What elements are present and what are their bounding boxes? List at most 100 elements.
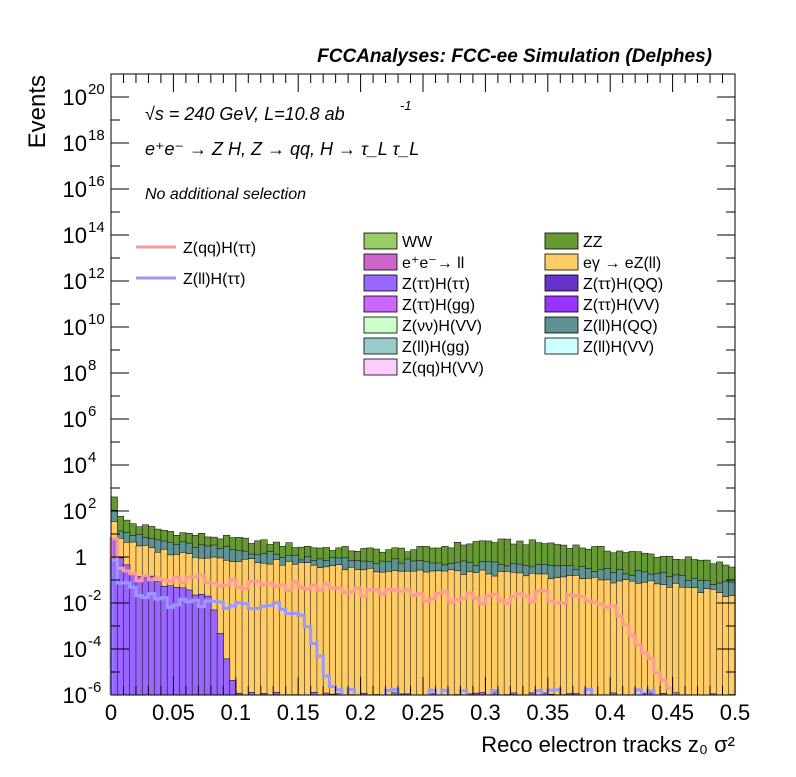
energy-exponent: -1 <box>400 98 412 113</box>
x-tick-label: 0.45 <box>651 700 694 725</box>
legend-fill-swatch <box>545 317 578 333</box>
legend-label: Z(ll)H(ττ) <box>183 271 245 288</box>
x-tick-label: 0.15 <box>277 700 320 725</box>
histogram-bin <box>616 581 623 695</box>
legend-fill-swatch <box>364 296 397 312</box>
histogram-bin <box>248 559 255 695</box>
legend-label: Z(qq)H(ττ) <box>183 240 256 257</box>
histogram-bin <box>205 596 212 695</box>
y-tick-label: 10 <box>63 131 87 156</box>
y-tick-exponent: 10 <box>88 311 105 328</box>
y-axis-title: Events <box>24 75 51 148</box>
legend-label: eγ → eZ(ll) <box>583 255 661 272</box>
histogram-bin <box>192 595 199 695</box>
histogram-bin <box>504 571 511 695</box>
x-tick-label: 0.3 <box>470 700 501 725</box>
histogram-bin <box>473 573 480 695</box>
legend-fill-swatch <box>545 296 578 312</box>
histogram-bin <box>454 571 461 695</box>
histogram-bin <box>554 578 561 695</box>
histogram-bin <box>673 583 680 695</box>
histogram-bin <box>698 593 705 695</box>
legend-label: e⁺e⁻→ ll <box>402 255 464 272</box>
legend-fill-swatch <box>545 233 578 249</box>
y-tick-exponent: 12 <box>88 265 105 282</box>
chart-header: FCCAnalyses: FCC-ee Simulation (Delphes) <box>317 46 712 67</box>
legend-label: Z(qq)H(VV) <box>402 360 484 377</box>
y-tick-exponent: 4 <box>88 449 96 466</box>
x-axis-title: Reco electron tracks z₀ σ² <box>481 732 735 757</box>
legend-label: Z(ll)H(QQ) <box>583 318 658 335</box>
histogram-bin <box>648 581 655 695</box>
legend-fill-swatch <box>545 275 578 291</box>
legend-fill-swatch <box>545 254 578 270</box>
x-tick-label: 0.5 <box>720 700 751 725</box>
histogram-bin <box>479 570 486 695</box>
histogram-bin <box>591 577 598 695</box>
y-tick-exponent: -6 <box>88 679 101 696</box>
y-tick-label: 10 <box>63 453 87 478</box>
histogram-bin <box>623 580 630 695</box>
y-tick-exponent: -4 <box>88 633 101 650</box>
y-tick-exponent: 16 <box>88 173 105 190</box>
histogram-bin <box>679 587 686 695</box>
y-tick-label: 10 <box>63 683 87 708</box>
legend-label: Z(ll)H(VV) <box>583 339 654 356</box>
legend-fill-swatch <box>364 338 397 354</box>
histogram-bin <box>716 593 723 695</box>
x-tick-label: 0.35 <box>526 700 569 725</box>
y-tick-label: 10 <box>63 223 87 248</box>
legend-label: Z(ll)H(gg) <box>402 339 470 356</box>
histogram-bin <box>223 659 230 695</box>
histogram-bin <box>442 571 449 695</box>
x-tick-label: 0.25 <box>402 700 445 725</box>
histogram-bin <box>336 565 343 695</box>
legend-label: Z(ττ)H(ττ) <box>402 276 470 293</box>
histogram-bin <box>429 571 436 695</box>
y-tick-exponent: 6 <box>88 403 96 420</box>
histogram-bin <box>467 572 474 695</box>
y-tick-exponent: 2 <box>88 495 96 512</box>
histogram-bin <box>641 582 648 695</box>
legend-fill-swatch <box>364 275 397 291</box>
histogram-bin <box>367 568 374 695</box>
histogram-bin <box>423 572 430 695</box>
legend-label: Z(ττ)H(gg) <box>402 297 475 314</box>
histogram-bin <box>198 594 205 695</box>
y-tick-label: 10 <box>63 591 87 616</box>
y-tick-exponent: 18 <box>88 127 105 144</box>
histogram-bin <box>242 559 249 695</box>
histogram-bin <box>704 589 711 695</box>
y-tick-label: 10 <box>63 637 87 662</box>
histogram-bin <box>691 588 698 695</box>
x-tick-label: 0.05 <box>152 700 195 725</box>
y-tick-label: 1 <box>75 545 87 570</box>
y-tick-label: 10 <box>63 85 87 110</box>
histogram-bin <box>498 572 505 695</box>
y-tick-exponent: 14 <box>88 219 105 236</box>
y-tick-exponent: 20 <box>88 81 105 98</box>
x-tick-label: 0.4 <box>595 700 626 725</box>
histogram-bin <box>517 573 524 695</box>
y-tick-label: 10 <box>63 407 87 432</box>
process-annotation: e⁺e⁻ → Z H, Z → qq, H → τ_L τ_L <box>145 139 419 159</box>
legend-fill-swatch <box>364 254 397 270</box>
histogram-bin <box>417 570 424 695</box>
histogram-bin <box>610 583 617 695</box>
histogram-bin <box>685 587 692 695</box>
energy-annotation: √s = 240 GeV, L=10.8 ab <box>145 104 345 124</box>
y-tick-label: 10 <box>63 269 87 294</box>
selection-annotation: No additional selection <box>145 186 306 203</box>
histogram-bin <box>186 590 193 695</box>
histogram-bin <box>510 572 517 695</box>
histogram-bin <box>211 610 218 695</box>
legend-label: Z(νν)H(VV) <box>402 318 482 335</box>
histogram-bin <box>729 596 736 695</box>
y-tick-label: 10 <box>63 499 87 524</box>
y-tick-exponent: 8 <box>88 357 96 374</box>
histogram-bin <box>217 633 224 695</box>
histogram-bin <box>230 680 237 695</box>
legend-label: WW <box>402 234 433 251</box>
